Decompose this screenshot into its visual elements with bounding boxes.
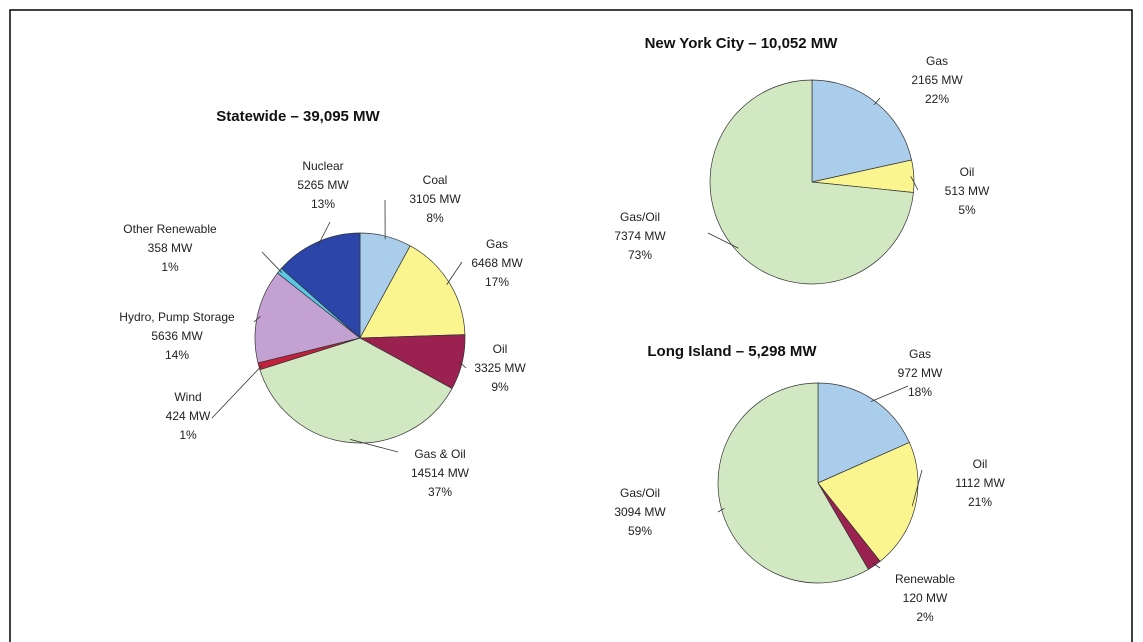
slice-share-label: 22% <box>925 92 949 106</box>
slice-value-label: 358 MW <box>148 241 193 255</box>
slice-label: Oil <box>960 165 975 179</box>
slice-share-label: 37% <box>428 485 452 499</box>
slice-value-label: 5636 MW <box>151 329 203 343</box>
slice-value-label: 7374 MW <box>614 229 666 243</box>
slice-share-label: 13% <box>311 197 335 211</box>
leader-line <box>717 507 725 513</box>
slice-label: Gas/Oil <box>620 210 660 224</box>
slice-value-label: 3094 MW <box>614 505 666 519</box>
slice-label: Nuclear <box>302 159 343 173</box>
pie-slice <box>817 382 910 484</box>
pie-slice <box>717 382 869 584</box>
slice-label: Oil <box>973 457 988 471</box>
slice-value-label: 972 MW <box>898 366 943 380</box>
slice-share-label: 8% <box>426 211 444 225</box>
leader-line <box>910 176 919 191</box>
leader-line <box>261 251 283 273</box>
leader-line <box>253 316 261 323</box>
leader-line <box>211 365 263 419</box>
slice-value-label: 5265 MW <box>297 178 349 192</box>
slice-label: Oil <box>493 342 508 356</box>
leader-line <box>317 221 331 246</box>
slice-label: Hydro, Pump Storage <box>119 310 235 324</box>
slice-label: Gas <box>486 237 508 251</box>
slice-value-label: 3325 MW <box>474 361 526 375</box>
pie-slice <box>280 232 361 339</box>
slice-value-label: 6468 MW <box>471 256 523 270</box>
slice-share-label: 9% <box>491 380 509 394</box>
slice-share-label: 1% <box>179 428 197 442</box>
chart-title: Long Island – 5,298 MW <box>647 343 817 360</box>
slice-share-label: 5% <box>958 203 976 217</box>
slice-share-label: 59% <box>628 524 652 538</box>
slice-label: Gas & Oil <box>414 447 465 461</box>
leader-line <box>873 97 881 106</box>
leader-line <box>911 469 923 507</box>
slice-value-label: 424 MW <box>166 409 211 423</box>
slice-label: Gas <box>926 54 948 68</box>
slice-value-label: 3105 MW <box>409 192 461 206</box>
pie-slice <box>709 79 914 285</box>
pie-slice <box>254 272 361 364</box>
slice-value-label: 120 MW <box>903 591 948 605</box>
chart-title: New York City – 10,052 MW <box>645 35 839 52</box>
slice-label: Other Renewable <box>123 222 217 236</box>
leader-line <box>872 562 881 569</box>
slice-value-label: 14514 MW <box>411 466 470 480</box>
slice-label: Renewable <box>895 572 955 586</box>
slice-value-label: 2165 MW <box>911 73 963 87</box>
leader-line <box>707 232 739 249</box>
leader-line <box>349 438 399 453</box>
slice-label: Gas <box>909 347 931 361</box>
pie-slice <box>359 245 466 339</box>
leader-line <box>870 385 909 403</box>
chart-title: Statewide – 39,095 MW <box>216 108 380 125</box>
slice-label: Coal <box>423 173 448 187</box>
leader-line <box>458 361 467 369</box>
slice-share-label: 2% <box>916 610 934 624</box>
slice-label: Gas/Oil <box>620 486 660 500</box>
slice-share-label: 1% <box>161 260 179 274</box>
frame <box>9 9 1133 642</box>
slice-value-label: 1112 MW <box>955 476 1005 490</box>
slice-label: Wind <box>174 390 201 404</box>
slice-share-label: 18% <box>908 385 932 399</box>
leader-line <box>446 261 463 285</box>
slice-share-label: 14% <box>165 348 189 362</box>
pie-slice <box>817 441 919 562</box>
slice-share-label: 17% <box>485 275 509 289</box>
pie-slice <box>259 337 453 444</box>
slice-share-label: 21% <box>968 495 992 509</box>
slice-share-label: 73% <box>628 248 652 262</box>
slice-value-label: 513 MW <box>945 184 990 198</box>
